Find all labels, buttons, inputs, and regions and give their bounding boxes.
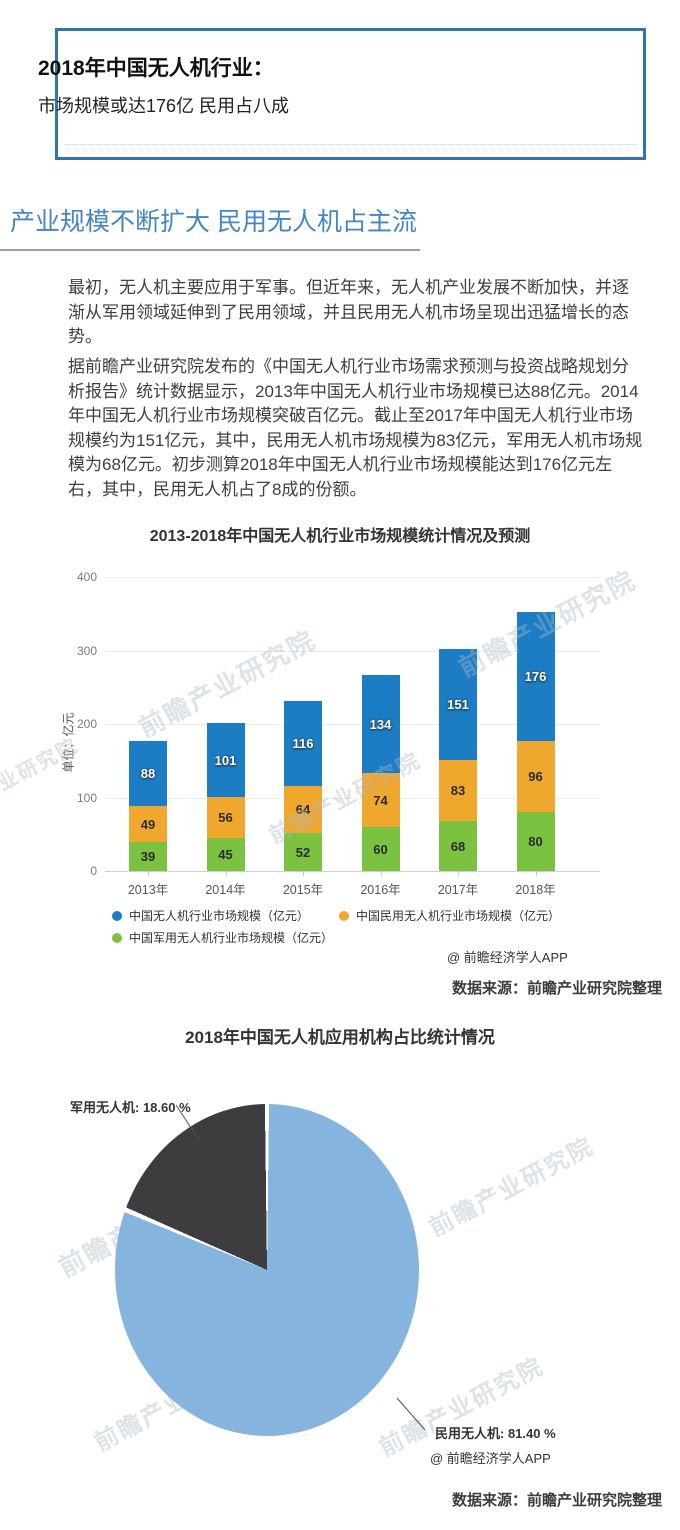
header-subtitle: 市场规模或达176亿 民用占八成 (38, 96, 290, 116)
x-axis-tick (535, 871, 537, 876)
bar-segment: 60 (361, 827, 400, 871)
bar-value-label: 45 (218, 847, 233, 862)
paragraph-1: 最初，无人机主要应用于军事。但近年来，无人机产业发展不断加快，并逐渐从军用领域延… (68, 278, 629, 346)
bar-plot-area: 0 100 200 300 400 39 49 88 2013年 45 56 101 2014年 52 64… (0, 510, 680, 1015)
watermark: 前瞻产业研究院 (425, 1132, 599, 1243)
gridline (105, 577, 600, 578)
legend-item: 中国军用无人机行业市场规模（亿元） (112, 929, 333, 946)
x-axis-tick (225, 871, 227, 876)
legend-dot (112, 932, 122, 943)
bar-value-label: 176 (524, 669, 547, 684)
x-tick-label: 2013年 (127, 883, 169, 897)
bar-value-label: 88 (140, 766, 156, 781)
bar-column: 68 83 151 (439, 649, 477, 871)
x-tick-label: 2016年 (360, 883, 401, 897)
bar-value-label: 56 (218, 810, 233, 825)
legend-item: 中国民用无人机行业市场规模（亿元） (339, 907, 560, 924)
bar-column: 45 56 101 (206, 723, 245, 871)
bar-value-label: 134 (369, 716, 392, 732)
y-tick-label: 200 (76, 717, 97, 731)
header-dotted-line (64, 144, 637, 145)
bar-value-label: 83 (450, 783, 466, 798)
bar-column: 60 74 134 (361, 675, 400, 871)
data-source: 数据来源：前瞻产业研究院整理 (451, 1492, 662, 1509)
bar-value-label: 52 (295, 844, 311, 860)
legend-label: 中国军用无人机行业市场规模（亿元） (129, 931, 334, 945)
bar-chart-title: 2013-2018年中国无人机行业市场规模统计情况及预测 (149, 528, 531, 545)
header-box (55, 28, 646, 160)
data-source: 数据来源：前瞻产业研究院整理 (451, 980, 662, 997)
bar-value-label: 151 (447, 697, 469, 712)
bar-segment: 49 (129, 806, 167, 842)
bar-value-label: 74 (373, 792, 388, 808)
bar-column: 39 49 88 (129, 741, 167, 871)
header-title: 2018年中国无人机行业： (38, 57, 274, 80)
x-axis-tick (148, 871, 149, 876)
x-tick-label: 2014年 (205, 883, 246, 897)
gridline (105, 724, 600, 725)
legend-dot (339, 910, 350, 921)
bar-segment: 74 (361, 773, 400, 827)
attribution: @ 前瞻经济学人APP (430, 1451, 551, 1466)
pie-label-military: 军用无人机: 18.60 % (70, 1100, 191, 1115)
y-tick-label: 300 (76, 643, 97, 658)
pie-chart-title: 2018年中国无人机应用机构占比统计情况 (185, 1028, 495, 1047)
bar-column: 80 96 176 (516, 612, 555, 871)
bar-value-label: 64 (295, 802, 311, 817)
gridline (105, 650, 600, 652)
bar-segment: 96 (516, 741, 555, 812)
bar-segment: 80 (516, 812, 555, 871)
x-tick-label: 2017年 (437, 883, 479, 897)
legend-label: 中国民用无人机行业市场规模（亿元） (356, 909, 561, 923)
bar-segment: 56 (206, 797, 245, 838)
bar-value-label: 116 (292, 736, 314, 751)
pie (115, 1104, 419, 1436)
bar-segment: 83 (439, 760, 477, 821)
bar-value-label: 80 (528, 834, 543, 849)
x-tick-label: 2018年 (515, 883, 556, 897)
bar-segment: 151 (439, 649, 477, 760)
watermark: 前瞻产业研究院 (375, 1352, 549, 1463)
gridline (105, 871, 600, 872)
bar-value-label: 101 (214, 752, 237, 768)
x-tick-label: 2015年 (282, 883, 324, 897)
bar-column: 52 64 116 (284, 701, 322, 871)
bar-segment: 88 (129, 741, 167, 806)
attribution: @ 前瞻经济学人APP (447, 950, 568, 965)
bar-value-label: 39 (140, 849, 156, 864)
y-tick-label: 0 (90, 864, 97, 878)
y-tick-label: 400 (76, 570, 97, 584)
bar-segment: 52 (284, 833, 322, 871)
legend-label: 中国无人机行业市场规模（亿元） (129, 909, 310, 923)
legend-item: 中国无人机行业市场规模（亿元） (112, 907, 309, 924)
bar-segment: 116 (284, 701, 322, 786)
bar-segment: 45 (206, 838, 245, 871)
pie-label-civil: 民用无人机: 81.40 % (435, 1426, 556, 1441)
y-tick-label: 100 (76, 790, 97, 805)
bar-value-label: 68 (450, 838, 466, 854)
bar-segment: 39 (129, 842, 167, 871)
paragraph-2: 据前瞻产业研究院发布的《中国无人机行业市场需求预测与投资战略规划分析报告》统计数… (68, 357, 643, 499)
section-underline (0, 249, 420, 251)
x-axis-tick (303, 871, 304, 876)
bar-segment: 68 (439, 821, 477, 871)
pie-chart: 2018年中国无人机应用机构占比统计情况 前瞻产业研究院 前瞻产业研究院 前瞻产… (0, 1015, 680, 1530)
bar-segment: 101 (206, 723, 245, 797)
section-heading: 产业规模不断扩大 民用无人机占主流 (10, 208, 417, 236)
bar-value-label: 49 (140, 816, 156, 832)
bar-segment: 176 (516, 612, 555, 741)
gridline (105, 797, 600, 799)
x-axis-tick (380, 871, 382, 876)
legend-dot (112, 910, 122, 921)
bar-chart: 2013-2018年中国无人机行业市场规模统计情况及预测 单位：亿元 0 100 2… (0, 510, 680, 1015)
bar-value-label: 60 (373, 841, 388, 857)
bar-value-label: 96 (528, 769, 543, 784)
bar-segment: 134 (361, 675, 400, 773)
x-axis-tick (458, 871, 459, 876)
legend: 中国无人机行业市场规模（亿元） 中国民用无人机行业市场规模（亿元） 中国军用无人机行… (112, 907, 592, 946)
bar-segment: 64 (284, 786, 322, 833)
